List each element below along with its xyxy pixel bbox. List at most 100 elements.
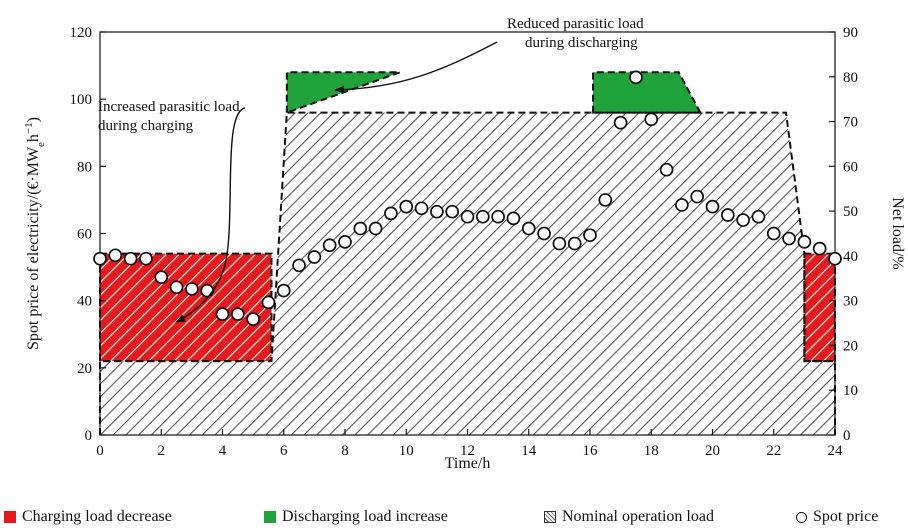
legend: Charging load decrease Discharging load … [0, 508, 908, 531]
spot-price-point [154, 270, 169, 285]
x-tick-label: 2 [158, 443, 166, 459]
y-axis-title-part: −1 [23, 122, 35, 134]
annotation-increased: Increased parasitic load during charging [98, 99, 240, 134]
spot-price-point [414, 201, 429, 216]
spot-price-point [93, 251, 107, 266]
spot-price-point [675, 198, 689, 212]
x-tick-label: 4 [219, 443, 227, 459]
legend-label: Spot price [813, 508, 879, 525]
y-tick-label: 20 [77, 361, 92, 377]
y2-tick-label: 0 [843, 428, 851, 444]
legend-swatch-hatch-icon [544, 511, 556, 523]
spot-price-point [322, 238, 337, 253]
annotation-arrow-reduced [334, 41, 498, 94]
legend-swatch-green-icon [264, 511, 276, 523]
y2-tick-label: 60 [843, 159, 858, 175]
spot-price-point [200, 283, 215, 298]
y-axis-title-part: ) [25, 117, 42, 122]
x-tick-label: 24 [828, 443, 844, 459]
y2-tick-label: 50 [843, 204, 858, 220]
y-tick-label: 0 [85, 428, 93, 444]
spot-price-point [215, 307, 230, 321]
chart-svg: 0 2 4 6 8 10 12 14 16 18 20 22 240204060801001200102… [23, 16, 906, 472]
spot-price-point [552, 236, 567, 251]
y2-tick-label: 90 [843, 25, 858, 41]
y-axis-title-part: h [25, 134, 42, 142]
y2-tick-label: 30 [843, 294, 858, 310]
spot-price-point [384, 206, 398, 221]
y-tick-label: 40 [77, 294, 92, 310]
spot-price-point [812, 241, 827, 256]
legend-swatch-circle-icon [796, 511, 807, 523]
y-tick-label: 100 [70, 92, 93, 108]
y-axis-title-part: e [35, 142, 47, 147]
spot-price-point [261, 295, 276, 310]
annotation-layer: Reduced parasitic load during discharging… [98, 16, 644, 323]
annotation-reduced: Reduced parasitic load during discharging [507, 16, 644, 51]
x-tick-label: 10 [399, 443, 414, 459]
y-tick-label: 60 [77, 227, 92, 243]
spot-price-point [521, 221, 536, 236]
axes-layer: 0 2 4 6 8 10 12 14 16 18 20 22 240204060801001200102… [23, 25, 906, 472]
y-axis-title-part: Spot price of electricity/(€·MW [25, 146, 42, 350]
legend-label: Discharging load increase [282, 508, 448, 525]
spot-price-point [598, 193, 613, 207]
annotation-line: Increased parasitic load [98, 99, 240, 115]
discharging-load-area-0 [285, 71, 401, 115]
x-tick-label: 22 [766, 443, 781, 459]
x-tick-label: 6 [280, 443, 288, 459]
spot-price-point [567, 236, 582, 251]
spot-price-point [368, 221, 383, 236]
spot-price-point [460, 209, 475, 224]
spot-price-point [720, 208, 735, 222]
spot-price-point [108, 248, 123, 263]
y2-tick-label: 40 [843, 249, 858, 265]
spot-price-point [797, 235, 812, 249]
spot-price-point [644, 112, 659, 127]
spot-price-point [123, 251, 138, 266]
spot-price-point [828, 251, 842, 266]
x-tick-label: 16 [583, 443, 599, 459]
legend-item-spot-price: Spot price [796, 508, 878, 526]
y-tick-label: 120 [70, 25, 93, 41]
y-axis-title: Spot price of electricity/(€·MWeh−1) [23, 117, 47, 350]
spot-price-point [766, 226, 781, 241]
annotation-line: during discharging [525, 35, 638, 51]
spot-price-point [629, 70, 643, 85]
legend-item-nominal: Nominal operation load [544, 508, 714, 526]
spot-price-point [276, 283, 291, 298]
spot-price-point [751, 209, 766, 224]
spot-price-point [169, 280, 184, 295]
spot-price-point [139, 251, 153, 266]
spot-price-point [445, 204, 460, 219]
nominal-load-area [100, 112, 835, 435]
legend-swatch-red-icon [4, 511, 16, 523]
x-axis-title: Time/h [445, 455, 491, 472]
spot-price-point [659, 162, 674, 177]
x-tick-label: 8 [341, 443, 349, 459]
spot-price-point [185, 282, 199, 296]
y2-tick-label: 20 [843, 338, 858, 354]
spot-price-point [338, 235, 352, 249]
x-tick-label: 18 [644, 443, 659, 459]
discharging-load-area-1 [592, 71, 702, 114]
y2-axis-title: Net load/% [889, 197, 906, 269]
x-tick-label: 14 [521, 443, 537, 459]
charging-load-area-0 [99, 252, 273, 363]
annotation-line: during charging [98, 118, 194, 134]
spot-price-point [506, 211, 521, 226]
x-tick-label: 0 [96, 443, 104, 459]
spot-price-point [705, 199, 720, 214]
legend-item-charging: Charging load decrease [4, 508, 172, 526]
spot-price-point [399, 199, 414, 214]
spot-price-point [430, 204, 444, 219]
annotation-arrow-increased [175, 107, 246, 323]
x-tick-label: 12 [460, 443, 475, 459]
y2-tick-label: 80 [843, 70, 858, 86]
spot-price-point [537, 226, 551, 241]
spot-price-point [736, 213, 750, 227]
y2-tick-label: 70 [843, 115, 858, 131]
spot-price-point [613, 115, 628, 130]
annotation-line: Reduced parasitic load [507, 16, 644, 32]
